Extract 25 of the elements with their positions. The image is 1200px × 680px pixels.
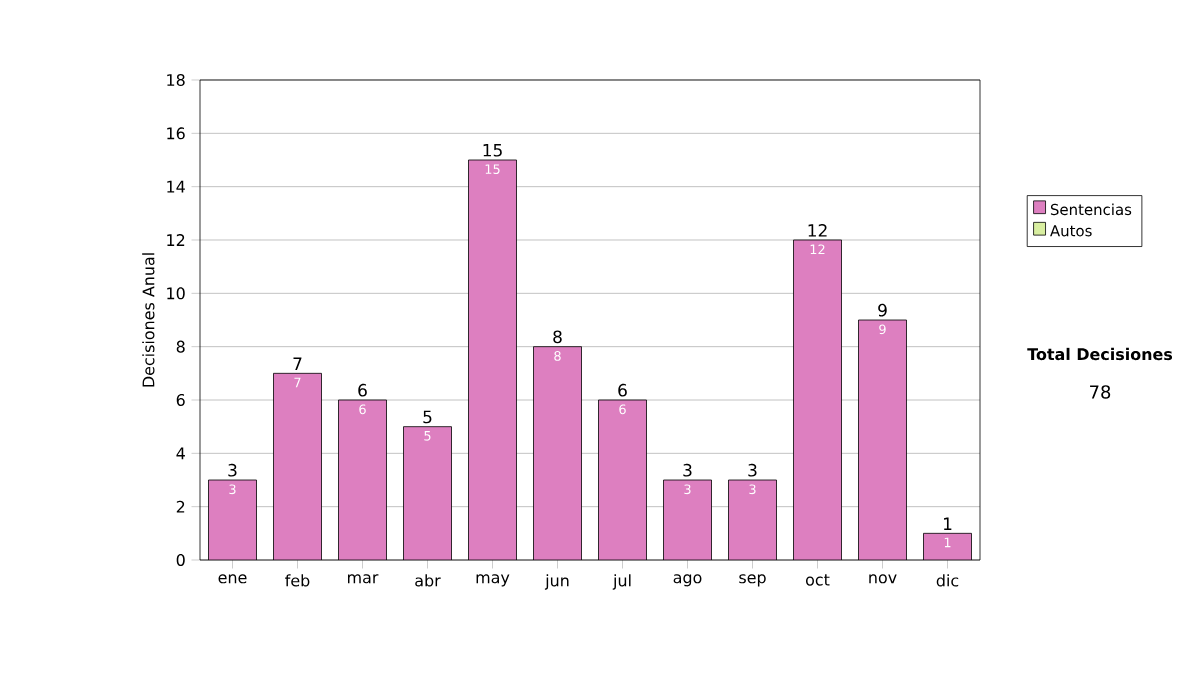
bar: [338, 400, 387, 560]
bar: [533, 346, 582, 560]
total-label: 9: [878, 303, 887, 317]
total-label: 3: [748, 463, 757, 477]
total-label: 8: [553, 330, 562, 344]
total-label: 6: [358, 383, 367, 397]
total-label: 1: [944, 517, 952, 530]
bar: [663, 480, 712, 560]
total-label: 3: [228, 463, 237, 477]
bar: [208, 480, 257, 560]
bar: [403, 426, 452, 560]
total-label: 12: [808, 224, 827, 237]
bar: [858, 320, 907, 560]
total-label: 6: [618, 383, 627, 397]
total-label: 7: [293, 357, 302, 370]
total-label: 3: [683, 463, 692, 477]
bar: [598, 400, 647, 560]
bar: [923, 532, 972, 560]
bar: [728, 480, 777, 560]
bar: [793, 239, 842, 560]
bar: [468, 159, 517, 560]
bar: [273, 373, 322, 560]
total-label: 5: [423, 410, 432, 424]
text: 78: [1090, 385, 1111, 399]
total-label: 15: [483, 144, 502, 157]
